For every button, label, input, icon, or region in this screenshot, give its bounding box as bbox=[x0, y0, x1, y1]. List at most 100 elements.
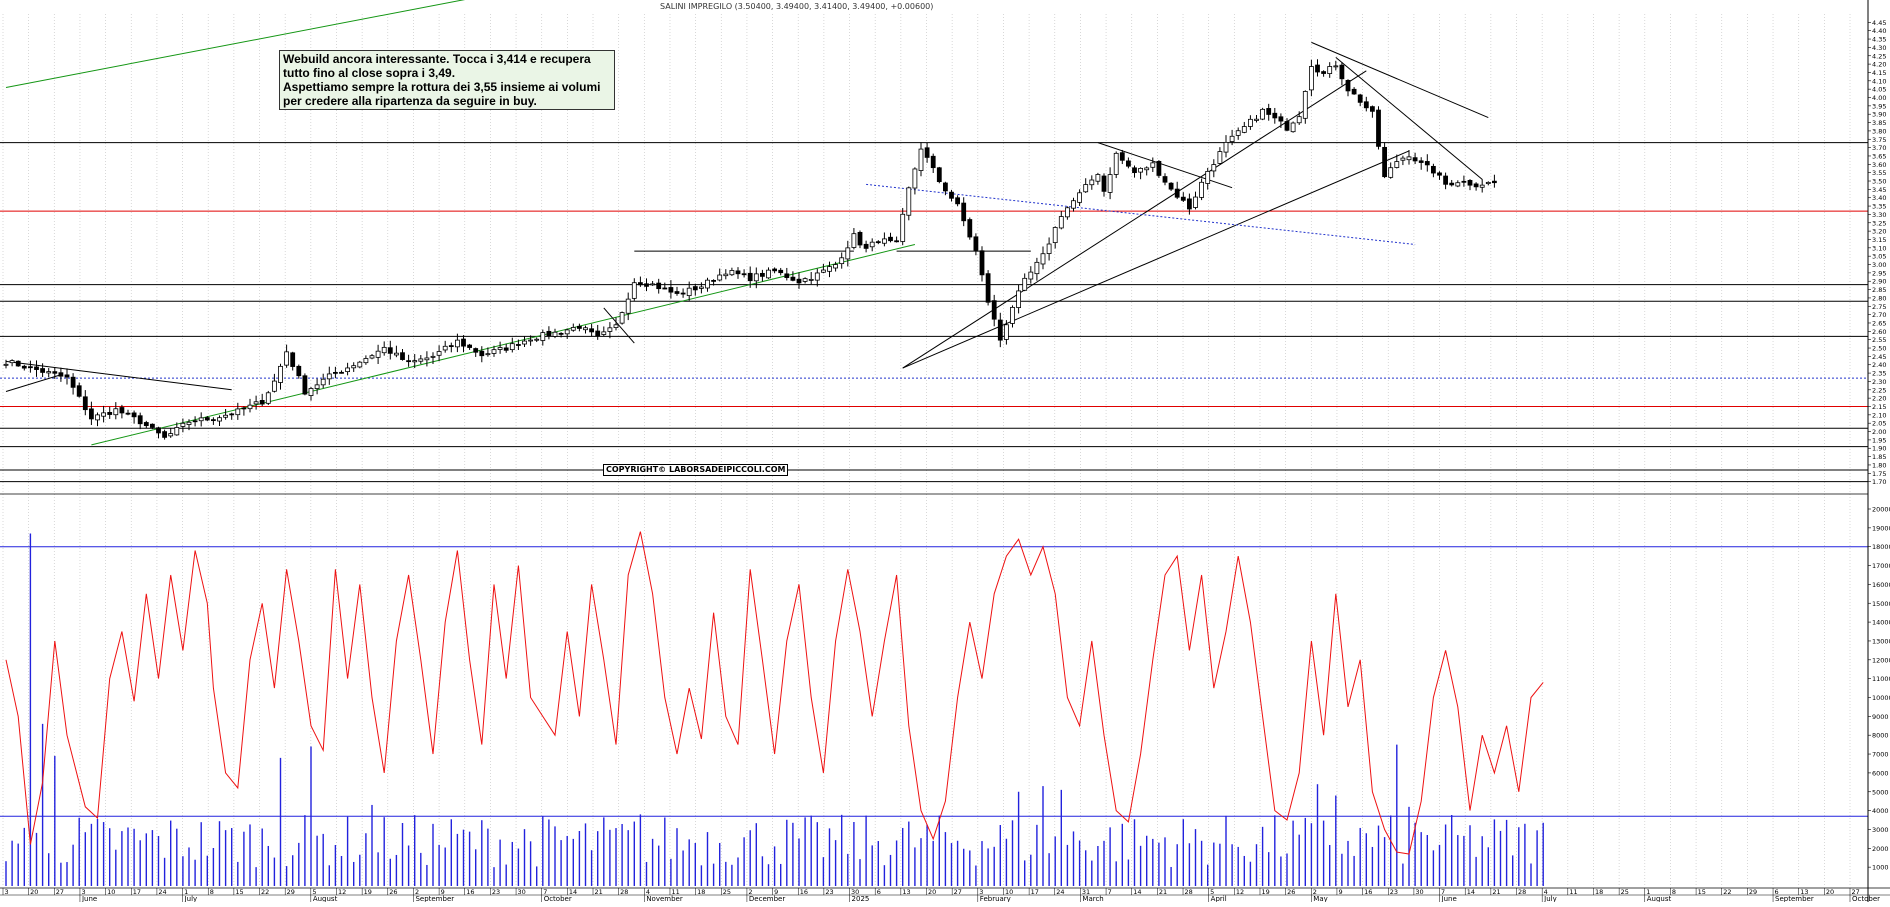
date-tick-label: 21 bbox=[1492, 888, 1500, 896]
volume-tick-label: 19000 bbox=[1872, 524, 1890, 532]
candle-body bbox=[1290, 122, 1296, 133]
candle-body bbox=[729, 270, 735, 276]
candle-body bbox=[613, 324, 619, 328]
price-tick-label: 3.90 bbox=[1872, 111, 1886, 119]
oscillator-line bbox=[5, 531, 1544, 855]
candle-body bbox=[229, 413, 235, 416]
candle-body bbox=[1046, 243, 1052, 254]
candle-body bbox=[1370, 106, 1375, 112]
candle-body bbox=[1345, 79, 1351, 92]
price-tick-label: 2.60 bbox=[1872, 328, 1886, 336]
candle-body bbox=[1083, 184, 1089, 193]
date-tick-label: 7 bbox=[1441, 888, 1445, 896]
candle-body bbox=[1174, 188, 1180, 198]
month-label: December bbox=[749, 895, 785, 902]
candle-body bbox=[1095, 174, 1101, 182]
price-tick-label: 1.85 bbox=[1872, 453, 1886, 461]
candle-body bbox=[1376, 109, 1381, 147]
price-tick-label: 2.40 bbox=[1872, 361, 1886, 369]
date-tick-label: 22 bbox=[1723, 888, 1731, 896]
candle-body bbox=[845, 247, 851, 260]
candle-body bbox=[961, 202, 967, 222]
volume-tick-label: 4000 bbox=[1872, 807, 1889, 815]
candle-body bbox=[528, 339, 533, 342]
date-tick-label: 21 bbox=[1159, 888, 1167, 896]
candle-body bbox=[863, 243, 869, 249]
candle-body bbox=[497, 347, 503, 350]
candle-body bbox=[296, 365, 302, 377]
candle-body bbox=[40, 368, 45, 373]
candle-body bbox=[320, 378, 326, 386]
candle-body bbox=[332, 372, 338, 374]
candle-body bbox=[1168, 182, 1174, 190]
candle-body bbox=[619, 312, 625, 324]
candle-body bbox=[1058, 216, 1064, 229]
candle-body bbox=[357, 361, 363, 368]
candle-body bbox=[15, 360, 21, 367]
price-tick-label: 2.70 bbox=[1872, 311, 1886, 319]
month-label: November bbox=[646, 895, 683, 902]
candle-body bbox=[149, 423, 155, 428]
candle-body bbox=[857, 231, 863, 246]
candle-body bbox=[509, 343, 515, 351]
date-tick-label: 17 bbox=[1031, 888, 1039, 896]
candle-body bbox=[1016, 290, 1021, 308]
candle-body bbox=[34, 366, 39, 370]
date-tick-label: 28 bbox=[1185, 888, 1193, 896]
date-tick-label: 3 bbox=[81, 888, 85, 896]
candle-body bbox=[1406, 156, 1412, 161]
date-tick-label: 7 bbox=[1108, 888, 1112, 896]
month-label: September bbox=[1775, 895, 1814, 902]
trend-line bbox=[866, 183, 1416, 245]
date-tick-label: 29 bbox=[1749, 888, 1757, 896]
price-tick-label: 4.05 bbox=[1872, 86, 1886, 94]
candle-body bbox=[802, 278, 808, 282]
candle-body bbox=[784, 273, 790, 278]
volume-tick-label: 5000 bbox=[1872, 788, 1889, 796]
date-tick-label: 19 bbox=[364, 888, 372, 896]
candle-body bbox=[882, 238, 887, 244]
price-tick-label: 4.30 bbox=[1872, 44, 1886, 52]
date-tick-label: 31 bbox=[1082, 888, 1090, 896]
candle-body bbox=[930, 155, 936, 169]
candle-body bbox=[247, 404, 253, 410]
date-tick-label: 27 bbox=[1852, 888, 1860, 896]
candle-body bbox=[1162, 176, 1168, 183]
date-tick-label: 1 bbox=[184, 888, 188, 896]
volume-tick-label: 14000 bbox=[1872, 619, 1890, 627]
candle-body bbox=[546, 330, 552, 337]
candle-body bbox=[412, 360, 418, 363]
candle-body bbox=[1351, 88, 1357, 95]
candle-body bbox=[168, 433, 174, 437]
price-tick-label: 4.45 bbox=[1872, 19, 1886, 27]
candle-body bbox=[1412, 157, 1418, 162]
candle-body bbox=[1004, 324, 1009, 340]
date-tick-label: 15 bbox=[235, 888, 243, 896]
candle-body bbox=[577, 325, 582, 329]
candle-body bbox=[1113, 152, 1119, 175]
candle-body bbox=[430, 355, 436, 358]
price-tick-label: 3.55 bbox=[1872, 169, 1886, 177]
candle-body bbox=[1266, 108, 1272, 115]
candle-body bbox=[1193, 196, 1198, 208]
trend-line bbox=[902, 150, 1410, 369]
candle-body bbox=[705, 279, 710, 289]
date-tick-label: 2 bbox=[1313, 888, 1317, 896]
candle-body bbox=[326, 373, 332, 380]
volume-tick-label: 16000 bbox=[1872, 581, 1890, 589]
candle-body bbox=[1272, 112, 1278, 119]
candle-body bbox=[1034, 261, 1040, 275]
candle-body bbox=[143, 422, 149, 427]
candle-body bbox=[308, 388, 314, 396]
candle-body bbox=[278, 365, 283, 383]
candle-body bbox=[1302, 91, 1308, 119]
date-tick-label: 9 bbox=[1338, 888, 1342, 896]
candle-body bbox=[1260, 108, 1265, 120]
chart-title: SALINI IMPREGILO (3.50400, 3.49400, 3.41… bbox=[660, 2, 934, 11]
candle-body bbox=[70, 376, 76, 388]
price-tick-label: 2.65 bbox=[1872, 319, 1886, 327]
candle-body bbox=[76, 385, 82, 397]
